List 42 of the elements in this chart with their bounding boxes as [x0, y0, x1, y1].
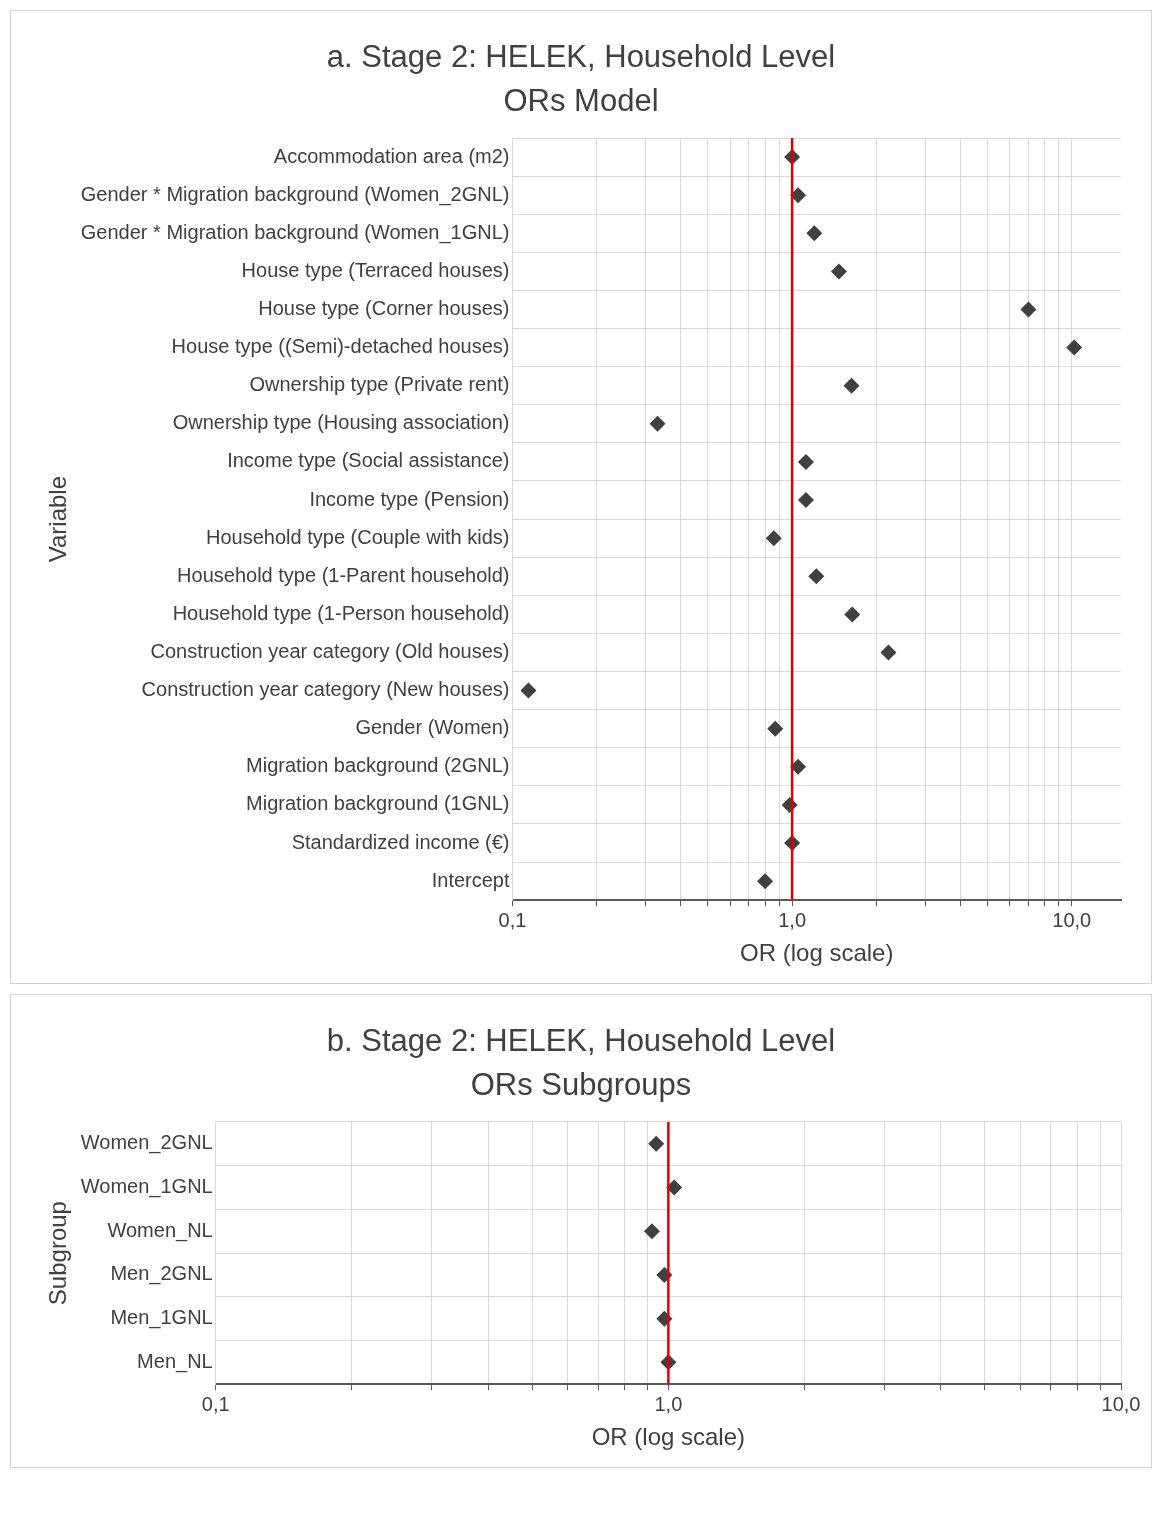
point	[648, 1135, 665, 1152]
y-tick-label: Migration background (1GNL)	[246, 792, 510, 815]
x-tick-label: 1,0	[778, 908, 807, 931]
y-tick-label: Standardized income (€)	[291, 830, 510, 853]
y-tick-label: Household type (Couple with kids)	[206, 525, 510, 548]
y-axis-title: Variable	[44, 475, 72, 563]
y-tick-label: Men_1GNL	[110, 1306, 213, 1330]
x-tick-label: 1,0	[654, 1392, 683, 1415]
y-tick-label: Gender * Migration background (Women_1GNL)	[80, 220, 510, 244]
y-tick-label: Intercept	[431, 868, 510, 891]
y-tick-label: Income type (Social assistance)	[227, 449, 510, 472]
x-tick-label: 0,1	[201, 1392, 230, 1415]
y-tick-label: Men_NL	[137, 1349, 213, 1373]
y-tick-label: Construction year category (New houses)	[141, 678, 510, 701]
y-tick-label: Women_1GNL	[80, 1175, 213, 1199]
x-tick-label: 10,0	[1101, 1392, 1141, 1415]
y-tick-label: House type (Terraced houses)	[241, 258, 510, 281]
y-tick-label: Gender * Migration background (Women_2GNL)	[80, 182, 510, 206]
chart-title: b. Stage 2: HELEK, Household Level	[325, 1022, 837, 1060]
point	[643, 1223, 660, 1240]
y-tick-label: Income type (Pension)	[309, 487, 510, 510]
x-tick-label: 10,0	[1052, 908, 1092, 931]
x-tick-label: 0,1	[498, 908, 527, 931]
y-tick-label: Men_2GNL	[110, 1262, 213, 1286]
chart-subtitle: ORs Model	[502, 82, 660, 120]
y-tick-label: Accommodation area (m2)	[273, 144, 510, 167]
y-tick-label: Migration background (2GNL)	[246, 754, 510, 777]
y-axis-title: Subgroup	[44, 1201, 72, 1306]
y-tick-label: Women_NL	[107, 1218, 213, 1242]
y-tick-label: House type (Corner houses)	[258, 297, 510, 320]
y-tick-label: Women_2GNL	[80, 1131, 213, 1155]
y-tick-label: Household type (1-Parent household)	[177, 563, 510, 586]
x-axis-title: OR (log scale)	[740, 939, 894, 967]
y-tick-label: Ownership type (Private rent)	[249, 373, 510, 396]
chart-subtitle: ORs Subgroups	[469, 1066, 693, 1104]
y-tick-label: Household type (1-Person household)	[172, 601, 510, 624]
y-tick-label: House type ((Semi)-detached houses)	[171, 335, 510, 358]
y-tick-label: Gender (Women)	[355, 716, 510, 739]
x-axis-title: OR (log scale)	[591, 1423, 746, 1451]
chart-title: a. Stage 2: HELEK, Household Level	[325, 38, 837, 76]
y-tick-label: Construction year category (Old houses)	[150, 640, 510, 662]
y-tick-label: Ownership type (Housing association)	[172, 411, 510, 434]
